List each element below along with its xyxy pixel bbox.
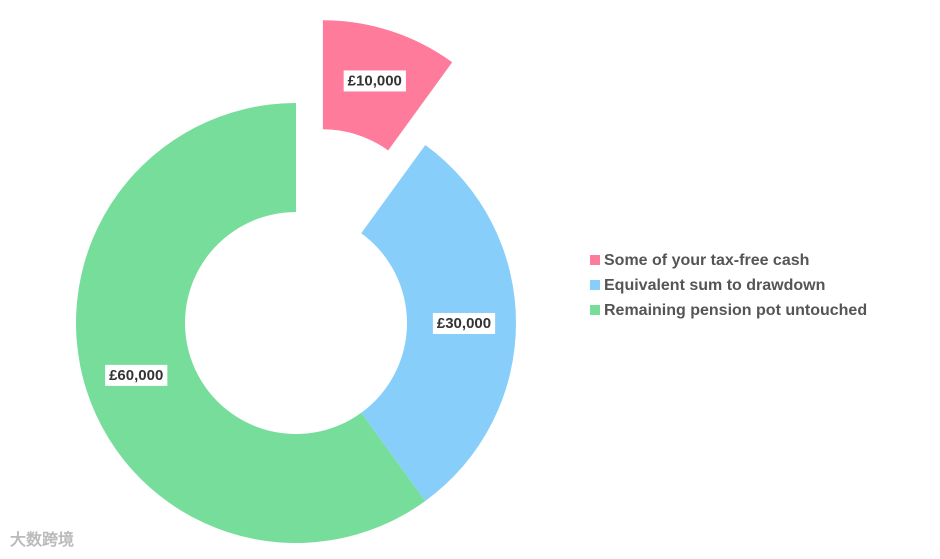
- legend-label: Equivalent sum to drawdown: [604, 277, 825, 294]
- donut-slice: [75, 103, 426, 543]
- legend-swatch: [590, 255, 600, 265]
- value-label-box: [105, 364, 168, 386]
- value-label-group: £30,000: [432, 312, 496, 334]
- value-label: £60,000: [109, 367, 163, 384]
- legend-swatch: [590, 305, 600, 315]
- legend-label: Remaining pension pot untouched: [604, 302, 867, 319]
- legend-label: Some of your tax-free cash: [604, 252, 809, 269]
- value-label-box: [432, 312, 496, 334]
- value-label-box: [343, 70, 406, 92]
- legend-swatch: [590, 280, 600, 290]
- value-label: £10,000: [348, 72, 402, 89]
- value-label-group: £10,000: [343, 70, 406, 92]
- watermark: 大数跨境: [10, 530, 74, 549]
- value-label-group: £60,000: [105, 364, 168, 386]
- value-label: £30,000: [437, 315, 491, 332]
